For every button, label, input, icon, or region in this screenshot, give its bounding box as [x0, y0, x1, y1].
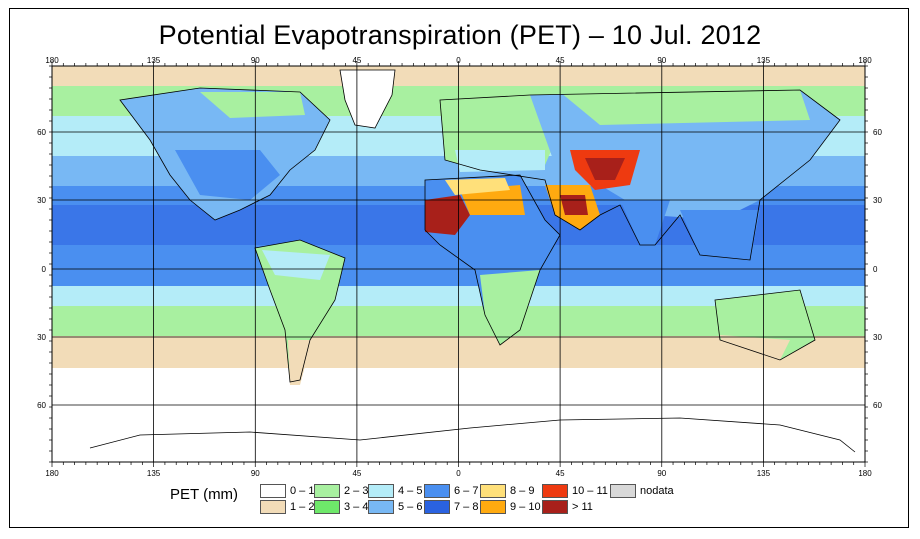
india-land [620, 200, 670, 245]
lon-label-bottom-4: 45 [352, 469, 361, 478]
lat-label-left-3: 0 [42, 265, 47, 274]
siberia [560, 90, 810, 125]
axis-ticks [49, 61, 868, 467]
lat-label-right-2: 30 [873, 196, 882, 205]
legend-swatch [368, 484, 394, 498]
lon-label-bottom-2: 135 [147, 469, 161, 478]
lat-label-right-1: 60 [873, 128, 882, 137]
lon-label-bottom-3: 90 [251, 469, 260, 478]
legend-swatch [260, 484, 286, 498]
lat-label-right-3: 0 [873, 265, 878, 274]
legend-swatch [260, 500, 286, 514]
legend-label: 0 – 1 [290, 485, 315, 497]
legend-swatch [424, 500, 450, 514]
lon-label-top-6: 45 [556, 56, 565, 65]
coast-greenland [339, 69, 396, 129]
lon-label-bottom-5: 0 [456, 469, 461, 478]
lon-label-top-2: 135 [147, 56, 161, 65]
lat-label-left-1: 60 [37, 128, 46, 137]
lon-label-top-8: 135 [757, 56, 771, 65]
lon-label-bottom-1: 180 [45, 469, 59, 478]
lon-label-top-5: 0 [456, 56, 461, 65]
graticule [52, 66, 865, 462]
legend-swatch [480, 500, 506, 514]
coast-eurasia [439, 89, 841, 261]
legend-swatch [542, 484, 568, 498]
central-asia-core [585, 158, 625, 180]
patagonia [288, 340, 312, 385]
north-america-interior [175, 150, 280, 200]
legend-swatch [368, 500, 394, 514]
lon-label-top-7: 90 [657, 56, 666, 65]
legend-label: 4 – 5 [398, 485, 423, 497]
legend-swatch [314, 484, 340, 498]
legend-label: > 11 [572, 501, 593, 513]
lon-label-bottom-6: 45 [556, 469, 565, 478]
lat-label-right-4: 30 [873, 333, 882, 342]
lat-label-left-4: 30 [37, 333, 46, 342]
coast-africa [424, 174, 561, 346]
lon-label-top-1: 180 [45, 56, 59, 65]
legend-label: 8 – 9 [510, 485, 535, 497]
legend-label: 7 – 8 [454, 501, 479, 513]
lon-label-bottom-9: 180 [858, 469, 872, 478]
africa-south [480, 270, 540, 345]
legend-swatch [610, 484, 636, 498]
europe-south [455, 150, 545, 172]
legend-label: 6 – 7 [454, 485, 479, 497]
south-america-north [262, 250, 330, 280]
sahara-mild [445, 178, 510, 195]
legend-label: 3 – 4 [344, 501, 369, 513]
map-title: Potential Evapotranspiration (PET) – 10 … [158, 20, 762, 50]
lon-label-bottom-7: 90 [657, 469, 666, 478]
legend-label: 9 – 10 [510, 501, 541, 513]
legend-swatch [424, 484, 450, 498]
coast-australia [714, 289, 816, 361]
australia-south [720, 335, 790, 360]
southeast-asia [680, 210, 760, 260]
legend-label: nodata [640, 485, 674, 497]
coast-south-america [254, 239, 346, 383]
lon-label-top-4: 45 [352, 56, 361, 65]
canada-north [200, 92, 305, 118]
south-america-land [255, 240, 345, 382]
lat-label-left-5: 60 [37, 401, 46, 410]
lat-label-left-2: 30 [37, 196, 46, 205]
legend-label: 5 – 6 [398, 501, 423, 513]
lon-label-top-3: 90 [251, 56, 260, 65]
greenland-low [340, 70, 395, 128]
lat-label-right-5: 60 [873, 401, 882, 410]
legend-label: 10 – 11 [572, 485, 608, 497]
legend-label: 1 – 2 [290, 501, 315, 513]
coast-north-america [119, 87, 331, 221]
lon-label-top-9: 180 [858, 56, 872, 65]
lon-label-bottom-8: 135 [757, 469, 771, 478]
legend-swatch [480, 484, 506, 498]
coastlines [89, 69, 856, 453]
legend-label: 2 – 3 [344, 485, 369, 497]
legend-title: PET (mm) [170, 486, 239, 503]
coast-antarctica [89, 417, 856, 453]
legend-swatch [314, 500, 340, 514]
legend-swatch [542, 500, 568, 514]
